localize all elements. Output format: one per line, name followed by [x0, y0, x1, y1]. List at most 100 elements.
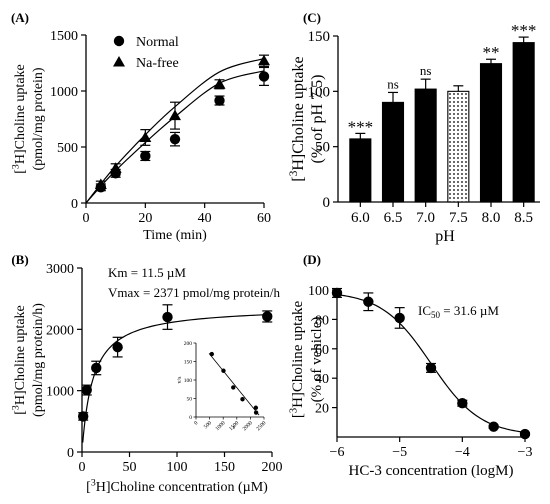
inset-fit-line: [208, 353, 260, 416]
inset-x-tick-label: 500: [203, 420, 213, 430]
y-tick-label: 1500: [50, 29, 78, 44]
data-point-normal: [140, 150, 151, 162]
y-tick-label: 100: [308, 84, 331, 100]
y-tick-label: 2000: [46, 323, 74, 338]
bar: [512, 42, 535, 203]
inset-data-point: [240, 397, 245, 402]
panel-label-d: (D): [303, 252, 321, 267]
y-axis-label-a-2: (pmol/mg protein): [31, 67, 46, 170]
data-point-d: [457, 397, 468, 409]
y-tick-label: 500: [57, 141, 78, 156]
data-point-na-free: [94, 178, 107, 190]
inset-x-tick-label: 0: [193, 420, 199, 426]
inset-data-point: [253, 405, 259, 410]
data-point-normal: [169, 133, 181, 145]
x-tick-label: 40: [198, 211, 212, 226]
x-tick-label: 8.5: [514, 210, 533, 226]
y-axis-label-b: [3H]Choline uptake: [11, 305, 28, 415]
ic50-annotation: IC50 = 31.6 µM: [418, 303, 499, 320]
x-tick-label: 50: [123, 460, 137, 475]
data-point-normal: [214, 95, 225, 106]
y-axis-label-d-2: (% of vehicle): [309, 317, 325, 403]
legend-label: Normal: [136, 35, 179, 50]
vmax-annotation: Vmax = 2371 pmol/mg protein/h: [108, 285, 280, 300]
y-tick-label: 60: [315, 343, 329, 358]
x-tick-label: −5: [392, 445, 407, 460]
data-point-b: [91, 362, 102, 374]
x-tick-label: −6: [330, 445, 345, 460]
significance-label: ***: [348, 117, 374, 136]
x-tick-label: −4: [455, 445, 470, 460]
data-point-d: [488, 421, 499, 432]
y-axis-label-c: [3H]Choline uptake: [288, 56, 307, 181]
bar: [349, 138, 372, 203]
inset-data-point: [209, 351, 214, 357]
inset-y-tick-label: 100: [184, 378, 193, 384]
x-tick-label: 150: [214, 460, 235, 475]
data-point-b: [112, 341, 123, 353]
x-axis-label-d: HC-3 concentration (logM): [349, 463, 514, 479]
data-point-na-free: [169, 109, 181, 121]
x-tick-label: −3: [518, 445, 533, 460]
x-tick-label: 60: [257, 211, 271, 226]
data-point-na-free: [213, 78, 226, 89]
data-point-d: [331, 287, 343, 299]
inset-y-label: v/s: [177, 376, 183, 384]
significance-label: ns: [387, 76, 399, 91]
inset-y-tick-label: 200: [184, 341, 193, 347]
y-tick-label: 20: [315, 402, 329, 417]
legend-marker-na-free: [113, 56, 125, 67]
y-tick-label: 50: [315, 140, 330, 156]
y-tick-label: 80: [315, 313, 329, 328]
x-tick-label: 7.5: [449, 210, 468, 226]
km-annotation: Km = 11.5 µM: [108, 265, 186, 280]
data-point-b: [77, 411, 89, 422]
data-point-normal: [258, 71, 270, 82]
inset-data-point: [221, 368, 226, 373]
bar: [414, 88, 437, 203]
inset-x-tick-label: 2500: [255, 420, 267, 432]
inset-y-tick-label: 150: [184, 360, 193, 366]
data-point-d: [394, 312, 405, 324]
panel-label-b: (B): [11, 252, 28, 267]
x-axis-label-a: Time (min): [143, 228, 207, 243]
x-tick-label: 6.0: [351, 210, 370, 226]
x-axis-label-b: [3H]Choline concentration (µM): [86, 478, 268, 495]
data-point-b: [81, 384, 92, 396]
y-axis-label-d: [3H]Choline uptake: [288, 301, 306, 419]
data-point-d: [363, 296, 374, 307]
inset-y-tick-label: 0: [189, 415, 192, 421]
x-tick-label: 6.5: [384, 210, 403, 226]
x-tick-label: 100: [167, 460, 188, 475]
significance-label: **: [483, 43, 500, 62]
y-axis-label-b-2: (pmol/mg protein/h): [31, 303, 46, 417]
y-tick-label: 0: [71, 197, 78, 212]
bar: [381, 101, 405, 203]
y-tick-label: 40: [315, 372, 329, 387]
y-tick-label: 3000: [46, 262, 74, 277]
legend-marker-normal: [113, 35, 125, 47]
data-point-d: [519, 428, 531, 440]
inset-x-tick-label: 1000: [215, 420, 227, 432]
significance-label: ***: [511, 21, 537, 40]
legend-label: Na-free: [136, 56, 179, 71]
y-axis-label-c-2: (% of pH 7.5): [309, 75, 326, 164]
significance-label: ns: [420, 63, 432, 78]
y-tick-label: 150: [308, 29, 331, 45]
bar: [479, 63, 503, 203]
x-tick-label: 8.0: [482, 210, 501, 226]
x-tick-label: 0: [79, 460, 86, 475]
panel-label-c: (C): [303, 10, 321, 25]
panel-label-a: (A): [11, 10, 29, 25]
y-tick-label: 0: [323, 195, 331, 211]
x-tick-label: 200: [262, 460, 283, 475]
fit-curve-na-free: [85, 57, 265, 204]
data-point-d: [425, 362, 437, 374]
data-point-na-free: [109, 162, 122, 173]
y-tick-label: 100: [308, 284, 329, 299]
x-axis-label-c: pH: [435, 228, 455, 245]
inset-x-tick-label: 2000: [242, 420, 254, 432]
y-tick-label: 1000: [46, 385, 74, 400]
bar: [447, 90, 470, 203]
